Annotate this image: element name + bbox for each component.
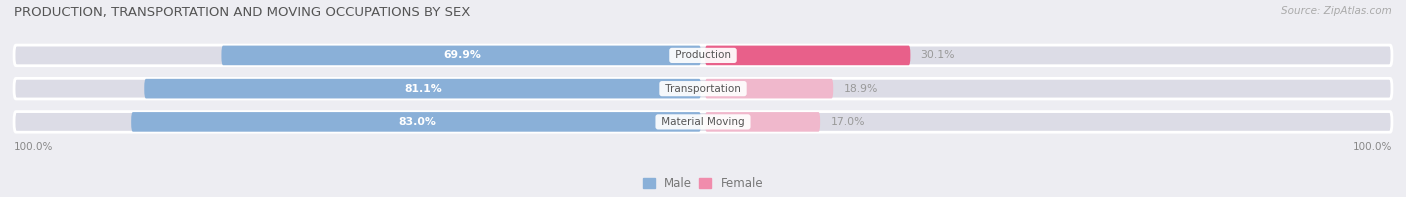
Text: Production: Production <box>672 50 734 60</box>
Text: 30.1%: 30.1% <box>921 50 955 60</box>
Text: 81.1%: 81.1% <box>405 84 443 94</box>
Text: 18.9%: 18.9% <box>844 84 877 94</box>
Text: Material Moving: Material Moving <box>658 117 748 127</box>
FancyBboxPatch shape <box>704 112 820 132</box>
Legend: Male, Female: Male, Female <box>638 172 768 194</box>
Text: 100.0%: 100.0% <box>14 142 53 152</box>
Text: 17.0%: 17.0% <box>831 117 865 127</box>
FancyBboxPatch shape <box>14 112 1392 132</box>
FancyBboxPatch shape <box>131 112 702 132</box>
Text: Source: ZipAtlas.com: Source: ZipAtlas.com <box>1281 6 1392 16</box>
Text: 83.0%: 83.0% <box>398 117 436 127</box>
FancyBboxPatch shape <box>14 45 1392 66</box>
Text: 69.9%: 69.9% <box>443 50 481 60</box>
Text: Transportation: Transportation <box>662 84 744 94</box>
Text: 100.0%: 100.0% <box>1353 142 1392 152</box>
FancyBboxPatch shape <box>221 46 702 65</box>
FancyBboxPatch shape <box>14 78 1392 99</box>
Text: PRODUCTION, TRANSPORTATION AND MOVING OCCUPATIONS BY SEX: PRODUCTION, TRANSPORTATION AND MOVING OC… <box>14 6 471 19</box>
FancyBboxPatch shape <box>704 79 834 98</box>
FancyBboxPatch shape <box>704 46 910 65</box>
FancyBboxPatch shape <box>145 79 702 98</box>
